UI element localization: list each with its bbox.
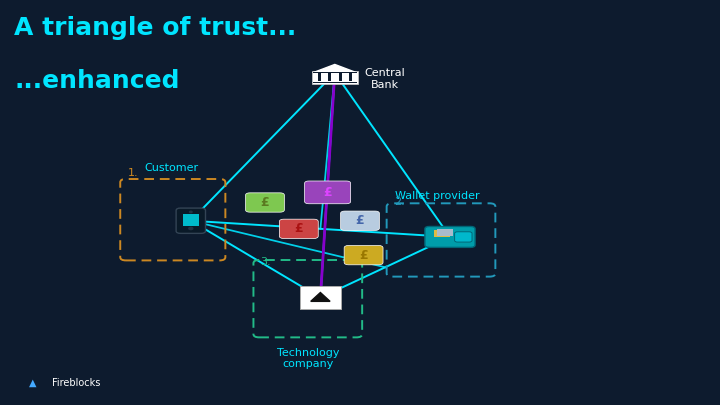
Text: 1.: 1. (128, 168, 139, 178)
FancyBboxPatch shape (312, 70, 358, 84)
Polygon shape (313, 64, 356, 72)
Text: 3.: 3. (261, 258, 271, 267)
FancyBboxPatch shape (434, 230, 450, 237)
FancyBboxPatch shape (279, 219, 318, 239)
Text: Wallet provider: Wallet provider (395, 192, 480, 201)
Text: Fireblocks: Fireblocks (52, 378, 100, 388)
Text: ...enhanced: ...enhanced (14, 69, 180, 93)
Bar (318, 72, 320, 81)
Text: £: £ (356, 214, 364, 227)
Polygon shape (311, 292, 330, 301)
Text: 2.: 2. (395, 197, 405, 207)
Text: ▲: ▲ (29, 378, 36, 388)
Circle shape (189, 227, 193, 230)
FancyBboxPatch shape (341, 211, 379, 230)
Bar (313, 81, 356, 83)
FancyBboxPatch shape (437, 229, 453, 236)
Bar (338, 72, 341, 81)
Bar (313, 72, 356, 73)
Bar (349, 72, 352, 81)
Text: Technology
company: Technology company (277, 347, 339, 369)
FancyBboxPatch shape (344, 245, 383, 265)
FancyBboxPatch shape (305, 181, 351, 204)
FancyBboxPatch shape (300, 286, 341, 309)
Text: A triangle of trust...: A triangle of trust... (14, 16, 297, 40)
FancyBboxPatch shape (425, 226, 475, 247)
FancyBboxPatch shape (183, 213, 199, 226)
Text: Central
Bank: Central Bank (365, 68, 405, 90)
Text: Customer: Customer (144, 163, 199, 173)
FancyBboxPatch shape (176, 208, 205, 233)
Circle shape (189, 211, 192, 213)
Text: £: £ (359, 249, 368, 262)
Text: £: £ (323, 186, 332, 199)
FancyBboxPatch shape (454, 232, 472, 242)
Text: £: £ (261, 196, 269, 209)
Text: £: £ (294, 222, 303, 235)
Bar (328, 72, 331, 81)
FancyBboxPatch shape (246, 193, 284, 212)
